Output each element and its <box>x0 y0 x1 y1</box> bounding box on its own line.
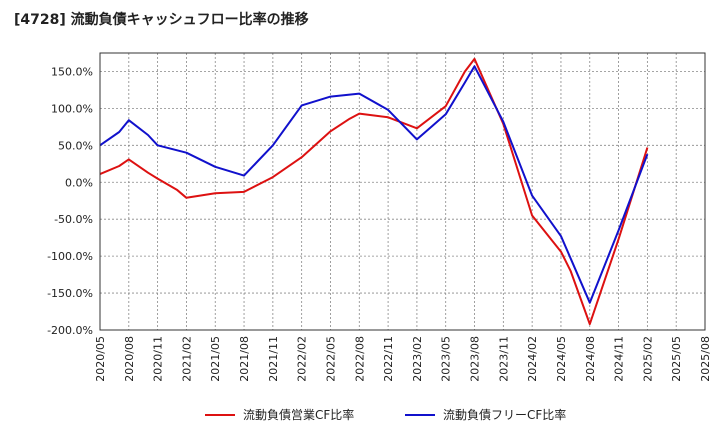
plot-frame <box>99 52 706 331</box>
y-tick-label: -200.0% <box>47 324 93 337</box>
x-tick-label: 2021/11 <box>267 336 280 382</box>
y-tick-label: -50.0% <box>54 213 93 226</box>
x-tick-label: 2025/05 <box>670 336 683 382</box>
x-tick-label: 2020/05 <box>94 336 107 382</box>
x-tick-label: 2025/02 <box>641 336 654 382</box>
legend-label-2: 流動負債フリーCF比率 <box>443 407 566 422</box>
x-tick-label: 2020/08 <box>123 336 136 382</box>
series-layer <box>99 57 649 326</box>
x-tick-label: 2022/05 <box>324 336 337 382</box>
x-tick-label: 2024/05 <box>555 336 568 382</box>
x-tick-label: 2023/02 <box>411 336 424 382</box>
x-tick-label: 2022/11 <box>382 336 395 382</box>
legend-layer: 流動負債営業CF比率 流動負債フリーCF比率 <box>205 407 566 422</box>
x-tick-label: 2025/08 <box>699 336 712 382</box>
x-tick-label: 2021/02 <box>180 336 193 382</box>
x-tick-label: 2021/08 <box>238 336 251 382</box>
x-tick-label: 2024/08 <box>584 336 597 382</box>
series-line-1 <box>99 57 649 326</box>
x-tick-label: 2023/11 <box>497 336 510 382</box>
y-tick-label: -150.0% <box>47 287 93 300</box>
y-tick-label: 100.0% <box>51 102 93 115</box>
grid-layer <box>99 53 706 331</box>
legend-label-1: 流動負債営業CF比率 <box>243 407 354 422</box>
axis-layer: 2020/05 2020/08 2020/11 2021/02 2021/05 2021/… <box>47 52 712 382</box>
y-tick-label: 150.0% <box>51 65 93 78</box>
series-line-2 <box>99 65 649 304</box>
x-tick-label: 2023/05 <box>440 336 453 382</box>
x-tick-label: 2021/05 <box>209 336 222 382</box>
y-tick-label: -100.0% <box>47 250 93 263</box>
y-tick-label: 50.0% <box>58 139 93 152</box>
y-tick-label: 0.0% <box>65 176 93 189</box>
chart-title: [4728] 流動負債キャッシュフロー比率の推移 <box>14 12 309 28</box>
x-tick-label: 2024/11 <box>613 336 626 382</box>
x-tick-label: 2023/08 <box>469 336 482 382</box>
x-tick-label: 2022/02 <box>296 336 309 382</box>
x-tick-label: 2020/11 <box>152 336 165 382</box>
x-tick-label: 2022/08 <box>353 336 366 382</box>
plot-area <box>100 53 705 330</box>
x-tick-label: 2024/02 <box>526 336 539 382</box>
